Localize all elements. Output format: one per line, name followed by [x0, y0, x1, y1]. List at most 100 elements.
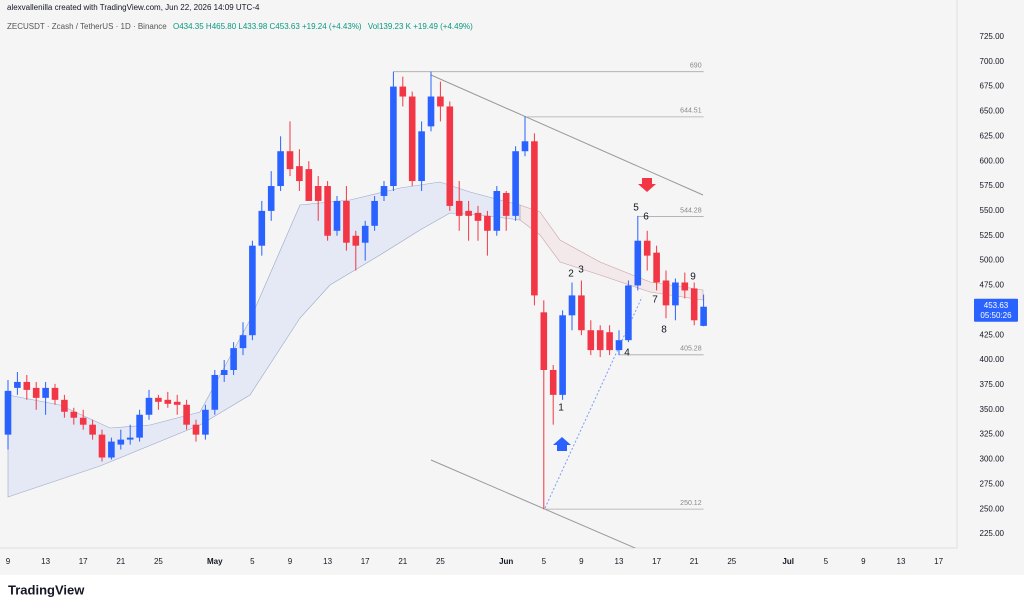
- x-tick-label: 9: [288, 557, 293, 566]
- x-tick-label: 21: [398, 557, 407, 566]
- candle-body: [474, 212, 482, 221]
- candle-body: [653, 252, 660, 283]
- candle-body: [230, 348, 237, 370]
- background: [0, 0, 1024, 575]
- candle-body: [700, 306, 707, 326]
- candle-body: [79, 417, 87, 425]
- candles: [4, 71, 707, 510]
- candle-body: [145, 397, 153, 415]
- candle-body: [549, 369, 557, 395]
- candle-body: [173, 401, 181, 405]
- candle-body: [352, 235, 360, 246]
- wave-label: 4: [624, 348, 630, 359]
- x-tick-label: 25: [154, 557, 163, 566]
- candle-body: [568, 295, 576, 316]
- x-tick-label: 17: [652, 557, 661, 566]
- candle-body: [672, 282, 679, 306]
- x-tick-label: 5: [824, 557, 829, 566]
- x-tick-label: Jul: [782, 557, 794, 566]
- candle-body: [61, 399, 68, 412]
- candle-body: [578, 295, 585, 331]
- candle-body: [258, 210, 266, 246]
- x-tick-label: Jun: [499, 557, 513, 566]
- candle-body: [512, 151, 519, 216]
- y-tick-label: 375.00: [980, 380, 1005, 389]
- candle-body: [521, 141, 529, 152]
- level-label: 644.51: [680, 108, 702, 115]
- x-tick-label: 9: [6, 557, 11, 566]
- candle-body: [108, 441, 115, 458]
- x-tick-label: 9: [579, 557, 584, 566]
- candle-body: [314, 186, 322, 201]
- y-tick-label: 475.00: [980, 281, 1005, 290]
- y-tick-label: 700.00: [980, 57, 1005, 66]
- price-tag-countdown: 05:50:26: [980, 311, 1012, 320]
- level-label: 405.28: [680, 346, 702, 353]
- candle-body: [239, 335, 247, 349]
- x-tick-label: 13: [615, 557, 624, 566]
- candle-body: [418, 131, 425, 182]
- wave-label: 8: [661, 325, 667, 336]
- footer-logo: TradingView: [8, 582, 85, 597]
- volume: Vol139.23 K +19.49 (+4.49%): [368, 22, 473, 31]
- y-tick-label: 725.00: [980, 32, 1005, 41]
- candle-body: [493, 190, 501, 231]
- y-tick-label: 525.00: [980, 231, 1005, 240]
- candle-body: [51, 387, 59, 400]
- wave-label: 1: [558, 403, 564, 414]
- y-tick-label: 250.00: [980, 504, 1005, 513]
- trend-line: [430, 459, 637, 548]
- candle-body: [155, 397, 162, 402]
- candle-body: [643, 240, 651, 256]
- candle-body: [14, 381, 21, 388]
- candle-body: [183, 404, 190, 425]
- candle-body: [427, 96, 435, 127]
- candle-body: [361, 225, 369, 243]
- candle-body: [625, 285, 632, 341]
- price-tag: [974, 298, 1018, 322]
- candle-body: [267, 186, 275, 211]
- y-tick-label: 650.00: [980, 107, 1005, 116]
- x-tick-label: 17: [79, 557, 88, 566]
- level-label: 250.12: [680, 500, 702, 507]
- candle-body: [98, 434, 106, 458]
- candle-body: [202, 409, 209, 435]
- candle-body: [42, 387, 49, 398]
- candle-body: [502, 192, 510, 216]
- candle-body: [70, 411, 78, 418]
- x-tick-label: 17: [934, 557, 943, 566]
- candle-body: [220, 369, 228, 375]
- candle-body: [380, 186, 388, 196]
- candle-body: [89, 424, 96, 435]
- candle-body: [343, 200, 350, 243]
- candle-body: [408, 96, 416, 182]
- y-tick-label: 625.00: [980, 131, 1005, 140]
- x-tick-label: 13: [323, 557, 332, 566]
- candle-body: [390, 86, 397, 187]
- y-tick-label: 675.00: [980, 82, 1005, 91]
- y-tick-label: 550.00: [980, 206, 1005, 215]
- candle-body: [615, 340, 623, 351]
- y-tick-label: 225.00: [980, 529, 1005, 538]
- level-label: 690: [690, 63, 702, 70]
- arrow-down: [638, 178, 656, 192]
- candle-body: [437, 96, 444, 107]
- candle-body: [531, 141, 538, 296]
- candle-body: [192, 424, 200, 435]
- x-tick-label: 5: [250, 557, 255, 566]
- candle-body: [587, 330, 595, 351]
- candle-body: [634, 240, 642, 286]
- candle-body: [596, 330, 604, 351]
- wave-label: 2: [568, 269, 574, 280]
- candle-body: [540, 312, 548, 370]
- x-tick-label: 25: [727, 557, 736, 566]
- symbol: ZECUSDT · Zcash / TetherUS · 1D · Binanc…: [7, 22, 167, 31]
- candle-body: [455, 200, 463, 216]
- x-tick-label: 17: [361, 557, 370, 566]
- candle-body: [277, 151, 284, 187]
- candle-body: [484, 215, 491, 231]
- y-tick-label: 400.00: [980, 355, 1005, 364]
- candle-body: [333, 200, 341, 231]
- y-tick-label: 600.00: [980, 156, 1005, 165]
- x-tick-label: 25: [436, 557, 445, 566]
